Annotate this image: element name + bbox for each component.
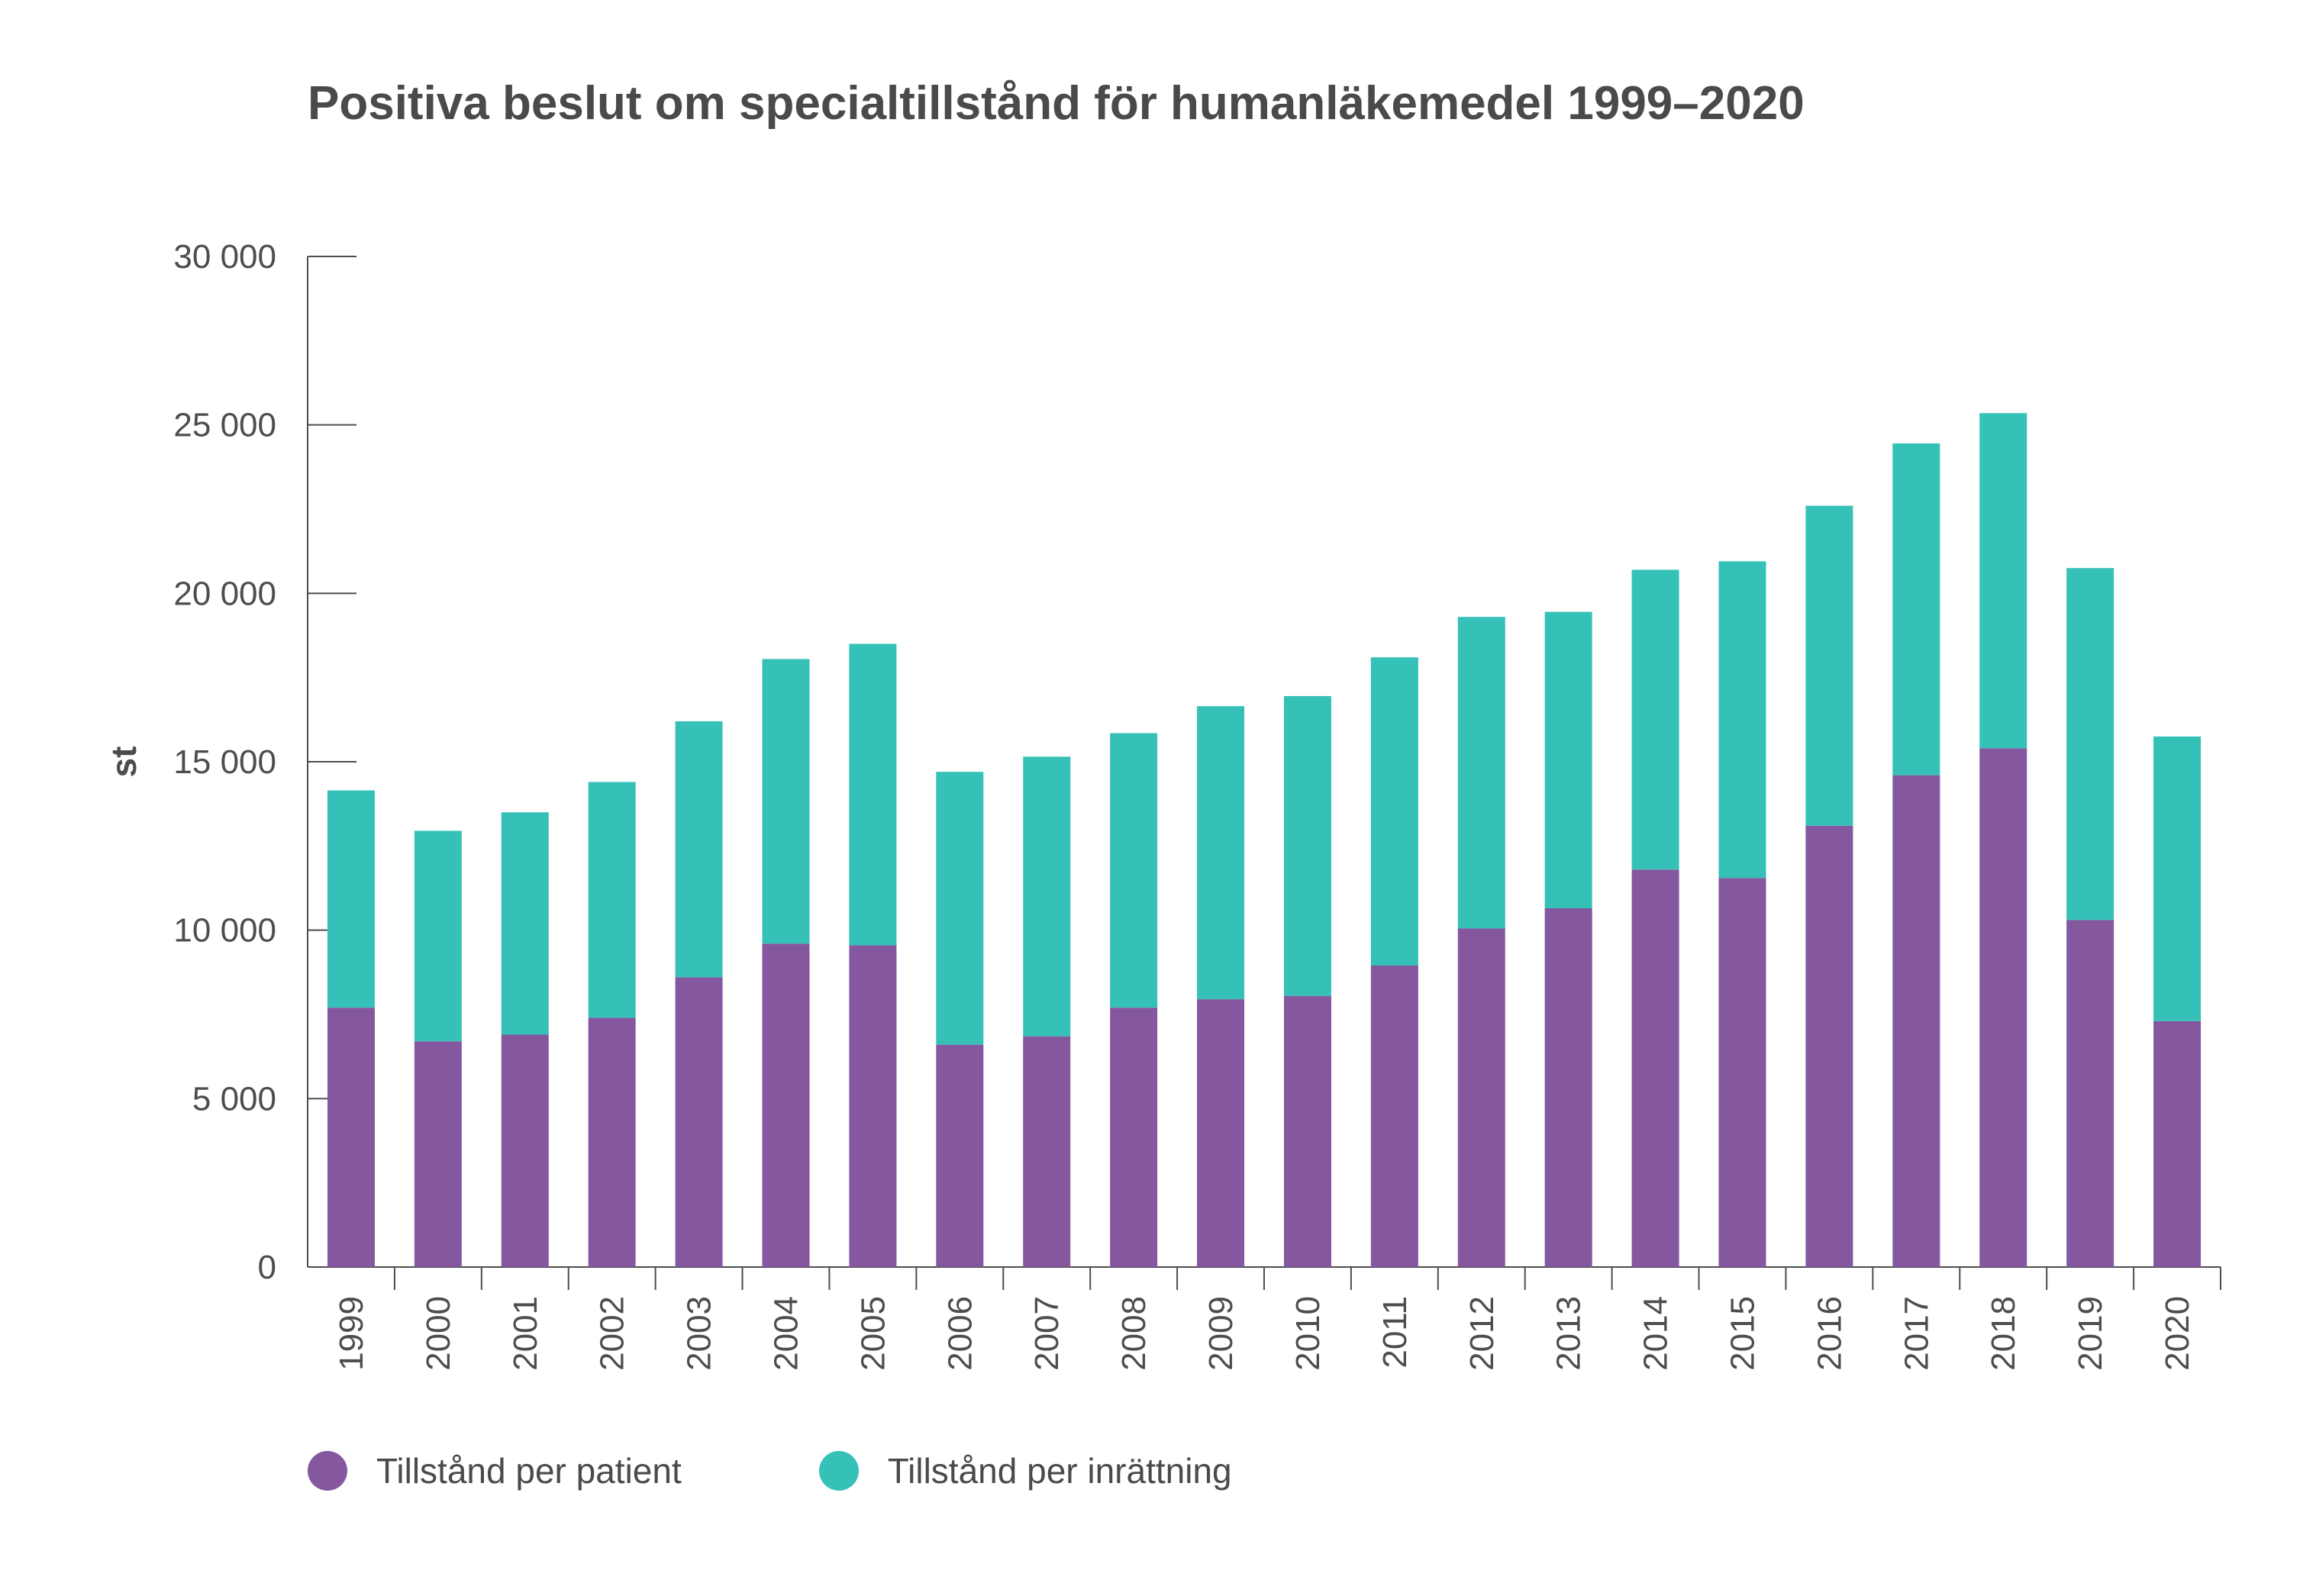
- bar-patient: [762, 943, 810, 1267]
- x-tick-label: 2018: [1985, 1296, 2022, 1371]
- bar-patient: [1718, 878, 1766, 1267]
- bar-patient: [2066, 920, 2115, 1267]
- x-tick-label: 2011: [1376, 1296, 1414, 1369]
- bar-patient: [414, 1041, 462, 1267]
- bar-patient: [1197, 999, 1245, 1267]
- x-tick-label: 1999: [333, 1296, 370, 1371]
- bar-patient: [2153, 1020, 2202, 1267]
- x-tick-label: 2004: [768, 1296, 805, 1371]
- x-tick-label: 2007: [1028, 1296, 1066, 1371]
- bar-institution: [1197, 706, 1245, 1000]
- x-tick-label: 2016: [1811, 1296, 1848, 1371]
- bar-institution: [1718, 561, 1766, 879]
- bar-patient: [1023, 1036, 1071, 1267]
- x-tick-label: 2003: [681, 1296, 718, 1371]
- y-tick-label: 30 000: [173, 238, 276, 276]
- x-tick-label: 2013: [1550, 1296, 1588, 1371]
- legend-label-patient: Tillstånd per patient: [376, 1451, 682, 1491]
- x-tick-label: 2002: [594, 1296, 631, 1371]
- legend-swatch-patient: [308, 1451, 347, 1491]
- bar-patient: [849, 945, 897, 1267]
- legend-item-patient: Tillstånd per patient: [308, 1450, 682, 1491]
- y-tick-label: 0: [258, 1249, 276, 1286]
- x-tick-label: 2017: [1898, 1296, 1935, 1371]
- bar-patient: [501, 1034, 549, 1267]
- legend: Tillstånd per patient Tillstånd per inrä…: [308, 1450, 1369, 1491]
- bar-institution: [1370, 657, 1418, 966]
- legend-swatch-institution: [818, 1451, 859, 1491]
- x-tick-label: 2010: [1289, 1296, 1327, 1371]
- bar-institution: [1892, 443, 1940, 775]
- bar-institution: [1457, 617, 1505, 929]
- bar-patient: [675, 977, 723, 1267]
- x-tick-label: 2012: [1463, 1296, 1501, 1371]
- y-tick-label: 5 000: [192, 1080, 276, 1117]
- bar-patient: [1283, 995, 1331, 1267]
- bar-institution: [936, 772, 984, 1045]
- bar-institution: [2066, 568, 2115, 921]
- chart-title: Positiva beslut om specialtillstånd för …: [308, 77, 1805, 130]
- x-tick-label: 2006: [941, 1296, 979, 1371]
- bar-institution: [414, 830, 462, 1042]
- bar-patient: [1370, 966, 1418, 1267]
- chart-plot: 0 5 000 10 000 15 000 20 000 25 000 30 000 st 19…: [104, 238, 2221, 1371]
- bar-institution: [1023, 756, 1071, 1037]
- x-tick-label: 2019: [2072, 1296, 2109, 1371]
- x-tick-label: 2005: [854, 1296, 892, 1371]
- bar-patient: [936, 1044, 984, 1267]
- legend-item-institution: Tillstånd per inrättning: [818, 1450, 1232, 1491]
- bar-institution: [1805, 505, 1853, 826]
- x-tick-label: 2020: [2159, 1296, 2196, 1371]
- bar-patient: [1805, 825, 1853, 1267]
- bar-patient: [588, 1017, 636, 1267]
- x-tick-label: 2009: [1202, 1296, 1240, 1371]
- bar-institution: [327, 790, 375, 1008]
- bar-institution: [762, 659, 810, 944]
- bar-institution: [588, 782, 636, 1018]
- bar-patient: [1457, 928, 1505, 1267]
- x-tick-label: 2014: [1637, 1296, 1675, 1371]
- bar-institution: [849, 643, 897, 946]
- y-axis-title: st: [104, 746, 144, 778]
- bar-institution: [1544, 611, 1592, 908]
- x-tick-label: 2001: [507, 1296, 544, 1371]
- bar-institution: [1283, 695, 1331, 996]
- bar-patient: [1892, 775, 1940, 1267]
- bar-patient: [1544, 908, 1592, 1267]
- y-tick-label: 25 000: [173, 407, 276, 444]
- legend-label-institution: Tillstånd per inrättning: [887, 1451, 1232, 1491]
- bar-institution: [1110, 733, 1158, 1008]
- x-tick-label: 2000: [420, 1296, 457, 1371]
- bar-institution: [1631, 569, 1679, 870]
- x-tick-label: 2015: [1724, 1296, 1762, 1371]
- bar-patient: [1631, 869, 1679, 1267]
- bar-institution: [675, 721, 723, 978]
- y-tick-label: 10 000: [173, 912, 276, 950]
- bar-institution: [501, 812, 549, 1035]
- x-tick-label: 2008: [1115, 1296, 1153, 1371]
- y-tick-label: 15 000: [173, 743, 276, 781]
- bar-patient: [1110, 1008, 1158, 1267]
- bar-patient: [1979, 748, 2027, 1267]
- bar-institution: [1979, 413, 2027, 749]
- bar-institution: [2153, 736, 2202, 1021]
- bar-patient: [327, 1008, 375, 1267]
- y-tick-label: 20 000: [173, 575, 276, 612]
